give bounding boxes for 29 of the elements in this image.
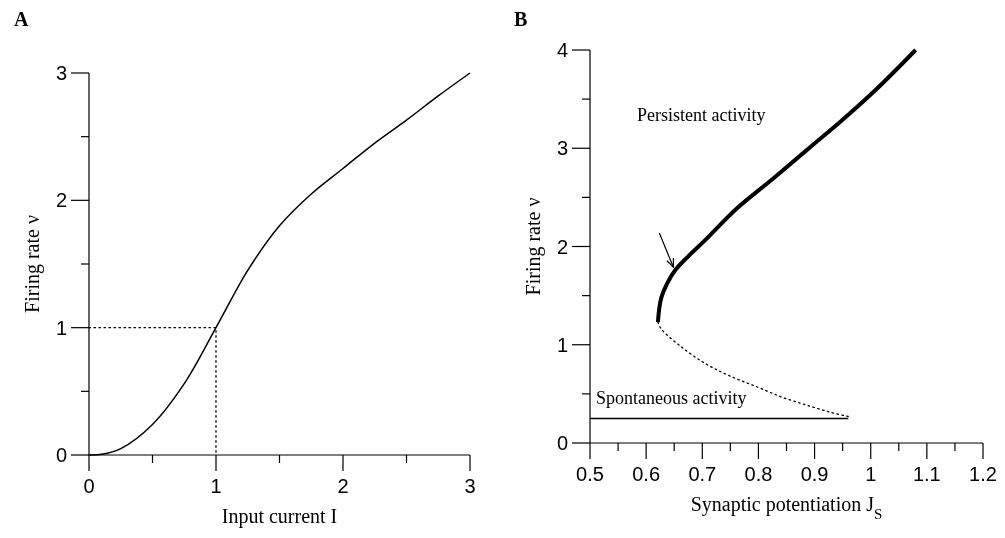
y-tick-label: 0 [556,432,568,454]
x-tick-label: 0.5 [576,463,604,485]
y-tick-label: 3 [55,62,67,84]
x-tick-label: 3 [464,475,476,497]
y-tick-label: 0 [55,444,67,466]
x-tick-label: 0.8 [744,463,773,485]
x-tick-label: 0 [83,475,95,497]
x-tick-label: 1.2 [969,463,997,485]
y-tick-label: 3 [556,137,568,160]
y-tick-label: 4 [556,39,568,61]
chart-title: B [514,8,528,30]
x-tick-label: 1 [865,463,877,485]
y-tick-label: 1 [556,333,568,356]
chart-title: A [14,8,29,30]
x-tick-label: 2 [337,475,349,497]
x-tick-label: 0.6 [632,463,661,485]
y-tick-label: 2 [55,189,67,212]
x-tick-label: 1.1 [912,463,941,485]
x-tick-label: 0.9 [800,463,829,485]
x-tick-label: 0.7 [688,463,717,485]
annotation: Persistent activity [637,105,766,125]
x-axis-title: Synaptic potentiation J$_{S}$ [690,493,883,522]
y-tick-label: 1 [55,316,67,339]
y-tick-label: 2 [556,235,568,258]
x-axis-title: Input current I [221,505,338,528]
y-axis-title: Firing rate ν [522,197,545,296]
annotation: Spontaneous activity [596,388,747,408]
x-tick-label: 1 [210,475,222,497]
y-axis-title: Firing rate ν [21,215,44,313]
